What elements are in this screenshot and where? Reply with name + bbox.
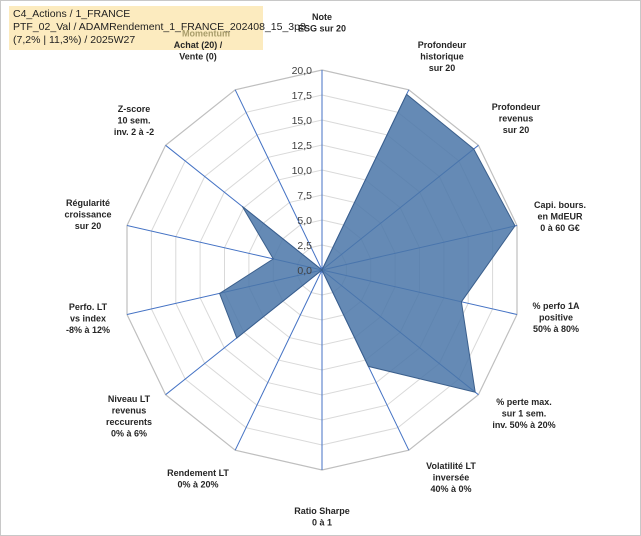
header-line-2: PTF_02_Val / ADAMRendement_1_FRANCE_2024… (13, 21, 306, 33)
axis-label: historique (420, 52, 464, 62)
axis-label: 0 à 60 G€ (540, 223, 580, 233)
tick-label: 2,5 (297, 240, 312, 252)
axis-label: positive (539, 313, 573, 323)
axis-label: Profondeur (418, 40, 467, 50)
axis-label: inversée (433, 473, 470, 483)
axis-label: 50% à 80% (533, 324, 579, 334)
chart-header: C4_Actions / 1_FRANCE PTF_02_Val / ADAMR… (9, 6, 306, 50)
axis-label: Vente (0) (179, 52, 217, 62)
tick-label: 15,0 (292, 115, 313, 127)
axis-label: vs index (70, 314, 106, 324)
axis-label: 0% à 20% (177, 480, 218, 490)
axis-label: croissance (64, 210, 111, 220)
tick-label: 12,5 (292, 140, 313, 152)
axis-label: Perfo. LT (69, 302, 108, 312)
axis-label: inv. 50% à 20% (492, 420, 555, 430)
axis-label: 40% à 0% (430, 484, 471, 494)
axis-label: sur 20 (503, 125, 530, 135)
axis-label: Rendement LT (167, 468, 229, 478)
tick-label: 20,0 (292, 65, 313, 77)
axis-label: 0% à 6% (111, 429, 147, 439)
axis-label: sur 20 (75, 221, 102, 231)
axis-label: Note (312, 12, 332, 22)
tick-label: 7,5 (297, 190, 312, 202)
axis-label: sur 20 (429, 63, 456, 73)
axis-spoke (234, 89, 323, 271)
tick-label: 10,0 (292, 165, 313, 177)
header-line-1: C4_Actions / 1_FRANCE (13, 8, 131, 20)
header-line-3: (7,2% | 11,3%) / 2025W27 (13, 34, 136, 46)
series (218, 93, 516, 393)
axis-label: ESG sur 20 (298, 24, 346, 34)
series-area (218, 93, 516, 393)
axis-spoke (234, 269, 323, 451)
radial-tick-labels: 0,0 2,5 5,0 7,5 10,0 12,5 15,0 17,5 20,0 (292, 65, 313, 277)
axis-label: Capi. bours. (534, 200, 586, 210)
axis-label: % perte max. (496, 397, 552, 407)
axis-label: en MdEUR (538, 212, 584, 222)
axis-label: reccurents (106, 417, 152, 427)
axis-label: Ratio Sharpe (294, 506, 350, 516)
axis-label: -8% à 12% (66, 325, 110, 335)
axis-label: revenus (499, 114, 534, 124)
axis-label: Niveau LT (108, 394, 151, 404)
axis-label: Profondeur (492, 102, 541, 112)
axis-label: sur 1 sem. (502, 409, 547, 419)
tick-label: 0,0 (297, 265, 312, 277)
axis-label: % perfo 1A (532, 301, 580, 311)
axis-label: Z-score (118, 104, 151, 114)
axis-label-top: Momentum (182, 29, 230, 39)
axis-label: inv. 2 à -2 (114, 127, 154, 137)
axis-label: revenus (112, 406, 147, 416)
axis-label: Volatilité LT (426, 461, 476, 471)
tick-label: 5,0 (297, 215, 312, 227)
axis-label: Régularité (66, 198, 110, 208)
axis-label: 0 à 1 (312, 518, 332, 528)
axis-label: Achat (20) / (174, 40, 223, 50)
axis-label: 10 sem. (117, 116, 150, 126)
tick-label: 17,5 (292, 90, 313, 102)
